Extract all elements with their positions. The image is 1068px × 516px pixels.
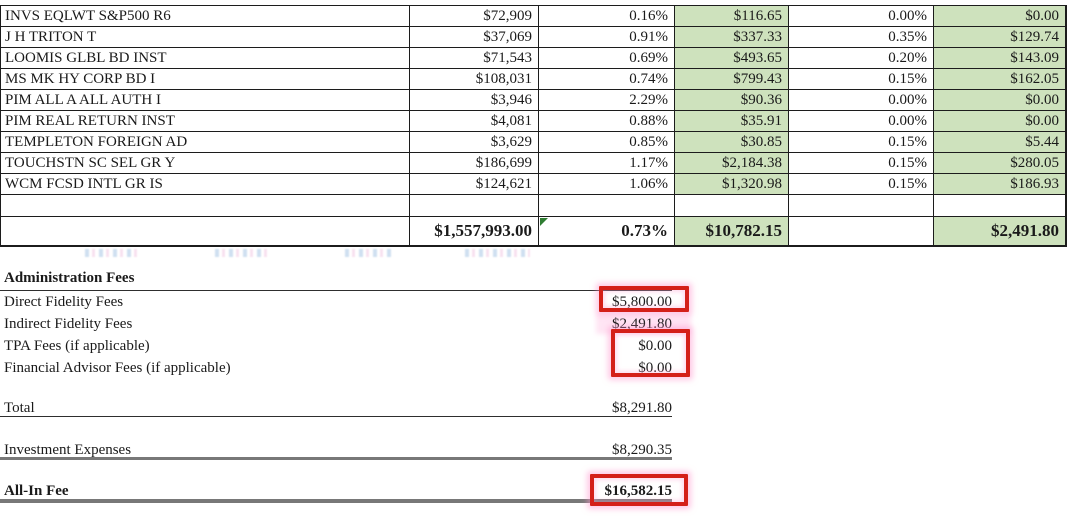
cell-fund-name[interactable]: TEMPLETON FOREIGN AD [1, 132, 410, 153]
admin-fees-heading: Administration Fees [4, 270, 135, 286]
investment-underline [0, 457, 672, 460]
admin-row-label: Direct Fidelity Fees [4, 294, 124, 310]
cell-revenue-pct[interactable]: 0.20% [789, 48, 934, 69]
cell-revenue-pct[interactable]: 0.35% [789, 27, 934, 48]
cell-expense-pct[interactable]: 0.85% [539, 132, 675, 153]
cell-expense-fee[interactable]: $1,320.98 [675, 174, 789, 195]
cell-fund-name[interactable]: PIM ALL A ALL AUTH I [1, 90, 410, 111]
cell-revenue-fee[interactable]: $5.44 [934, 132, 1065, 153]
cell-expense-pct[interactable]: 0.74% [539, 69, 675, 90]
cell-total-expense-fee[interactable]: $10,782.15 [675, 217, 789, 245]
admin-row-label: Indirect Fidelity Fees [4, 316, 133, 332]
cell-expense-pct[interactable]: 1.17% [539, 153, 675, 174]
cell-expense-pct[interactable]: 0.16% [539, 6, 675, 27]
investment-expenses-value: $8,290.35 [612, 442, 672, 458]
fund-fee-table: INVS EQLWT S&P500 R6 $72,909 0.16% $116.… [0, 5, 1067, 247]
cell-revenue-pct[interactable]: 0.15% [789, 174, 934, 195]
all-in-fee-underline [0, 499, 672, 503]
cell-revenue-fee[interactable]: $129.74 [934, 27, 1065, 48]
cell-fund-name[interactable]: MS MK HY CORP BD I [1, 69, 410, 90]
cell-revenue-pct[interactable]: 0.00% [789, 6, 934, 27]
cell-balance[interactable]: $3,629 [410, 132, 539, 153]
cell-fund-name[interactable]: PIM REAL RETURN INST [1, 111, 410, 132]
cell-fund-name[interactable]: INVS EQLWT S&P500 R6 [1, 6, 410, 27]
admin-row-value: $0.00 [638, 360, 672, 376]
cell-revenue-fee[interactable]: $143.09 [934, 48, 1065, 69]
admin-total-value: $8,291.80 [612, 400, 672, 416]
cell-revenue-pct[interactable]: 0.15% [789, 153, 934, 174]
heading-underline [0, 290, 672, 291]
cell-balance[interactable]: $124,621 [410, 174, 539, 195]
cell-revenue-fee[interactable]: $162.05 [934, 69, 1065, 90]
admin-total-label: Total [4, 400, 35, 416]
cell-revenue-pct[interactable]: 0.15% [789, 132, 934, 153]
cell-balance[interactable]: $4,081 [410, 111, 539, 132]
empty-cell[interactable] [410, 195, 539, 217]
cell-expense-fee[interactable]: $799.43 [675, 69, 789, 90]
cell-total-revenue-fee[interactable]: $2,491.80 [934, 217, 1065, 245]
empty-cell[interactable] [1, 195, 410, 217]
cell-total-label[interactable] [1, 217, 410, 245]
cell-balance[interactable]: $3,946 [410, 90, 539, 111]
admin-row-value: $2,491.80 [612, 316, 672, 332]
empty-cell[interactable] [539, 195, 675, 217]
cell-balance[interactable]: $72,909 [410, 6, 539, 27]
cell-balance[interactable]: $186,699 [410, 153, 539, 174]
admin-row-label: TPA Fees (if applicable) [4, 338, 150, 354]
cell-fund-name[interactable]: TOUCHSTN SC SEL GR Y [1, 153, 410, 174]
cell-revenue-pct[interactable]: 0.00% [789, 90, 934, 111]
cell-expense-pct[interactable]: 2.29% [539, 90, 675, 111]
cell-revenue-fee[interactable]: $280.05 [934, 153, 1065, 174]
cell-total-revenue-pct[interactable] [789, 217, 934, 245]
cell-revenue-fee[interactable]: $0.00 [934, 90, 1065, 111]
cell-revenue-pct[interactable]: 0.00% [789, 111, 934, 132]
cell-balance[interactable]: $37,069 [410, 27, 539, 48]
empty-cell[interactable] [675, 195, 789, 217]
cell-expense-fee[interactable]: $35.91 [675, 111, 789, 132]
cell-expense-fee[interactable]: $30.85 [675, 132, 789, 153]
cell-balance[interactable]: $108,031 [410, 69, 539, 90]
cell-fund-name[interactable]: LOOMIS GLBL BD INST [1, 48, 410, 69]
cell-expense-pct[interactable]: 0.91% [539, 27, 675, 48]
cell-revenue-fee[interactable]: $186.93 [934, 174, 1065, 195]
cell-expense-fee[interactable]: $337.33 [675, 27, 789, 48]
empty-cell[interactable] [934, 195, 1065, 217]
all-in-fee-value: $16,582.15 [604, 483, 673, 499]
cell-balance[interactable]: $71,543 [410, 48, 539, 69]
empty-cell[interactable] [789, 195, 934, 217]
cell-expense-fee[interactable]: $116.65 [675, 6, 789, 27]
cell-expense-pct[interactable]: 0.69% [539, 48, 675, 69]
all-in-fee-label: All-In Fee [4, 483, 69, 499]
investment-expenses-label: Investment Expenses [4, 442, 132, 458]
total-underline [0, 416, 672, 417]
ghost-artifact [85, 249, 137, 257]
admin-row-value: $5,800.00 [612, 294, 672, 310]
ghost-artifact [465, 249, 530, 257]
cell-expense-pct[interactable]: 1.06% [539, 174, 675, 195]
cell-revenue-fee[interactable]: $0.00 [934, 111, 1065, 132]
ghost-artifact [215, 249, 267, 257]
cell-revenue-pct[interactable]: 0.15% [789, 69, 934, 90]
admin-row-value: $0.00 [638, 338, 672, 354]
cell-fund-name[interactable]: WCM FCSD INTL GR IS [1, 174, 410, 195]
cell-fund-name[interactable]: J H TRITON T [1, 27, 410, 48]
cell-expense-fee[interactable]: $2,184.38 [675, 153, 789, 174]
cell-total-balance[interactable]: $1,557,993.00 [410, 217, 539, 245]
cell-expense-fee[interactable]: $493.65 [675, 48, 789, 69]
admin-row-label: Financial Advisor Fees (if applicable) [4, 360, 231, 376]
ghost-artifact [345, 249, 393, 257]
cell-revenue-fee[interactable]: $0.00 [934, 6, 1065, 27]
cell-comment-indicator [540, 218, 548, 226]
cell-expense-pct[interactable]: 0.88% [539, 111, 675, 132]
cell-expense-fee[interactable]: $90.36 [675, 90, 789, 111]
cell-total-expense-pct[interactable]: 0.73% [539, 217, 675, 245]
